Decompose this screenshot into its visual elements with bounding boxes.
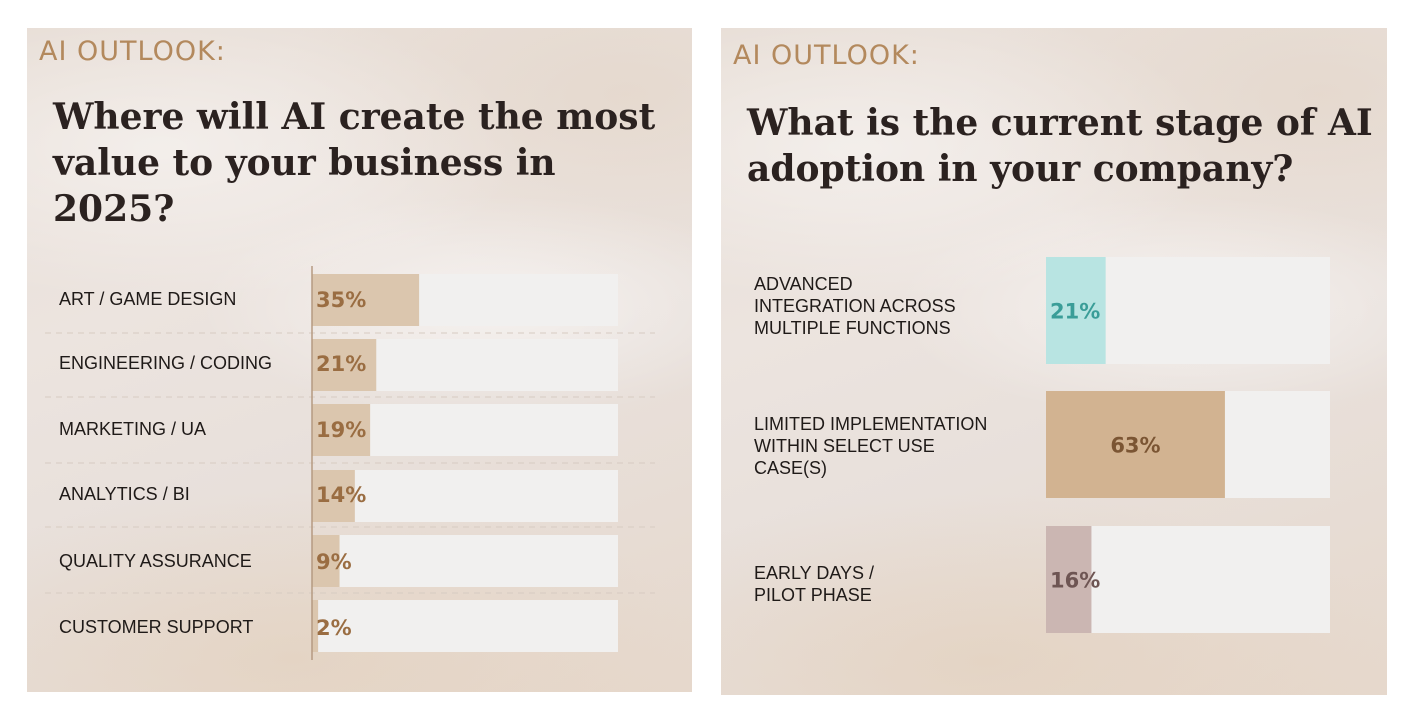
category-label: ADVANCED	[754, 274, 853, 294]
category-label: INTEGRATION ACROSS	[754, 296, 956, 316]
category-label: ENGINEERING / CODING	[59, 353, 272, 373]
left-survey-panel: AI OUTLOOK: Where will AI create the mos…	[27, 28, 692, 692]
right-kicker: AI OUTLOOK:	[733, 40, 920, 71]
left-question: Where will AI create the most value to y…	[53, 94, 683, 232]
value-label: 14%	[316, 483, 366, 507]
right-question: What is the current stage of AI adoption…	[747, 100, 1377, 192]
value-by-area-chart: ART / GAME DESIGN 35% ENGINEERING / CODING…	[45, 266, 655, 660]
bar	[1046, 526, 1092, 633]
category-label: ART / GAME DESIGN	[59, 289, 236, 309]
bar-track	[312, 600, 618, 652]
category-label: CASE(S)	[754, 458, 827, 478]
category-label: WITHIN SELECT USE	[754, 436, 935, 456]
bar	[312, 470, 355, 522]
category-label: CUSTOMER SUPPORT	[59, 617, 253, 637]
value-label: 63%	[1110, 434, 1160, 458]
category-label: MULTIPLE FUNCTIONS	[754, 318, 951, 338]
value-label: 35%	[316, 288, 366, 312]
value-label: 16%	[1050, 569, 1100, 593]
value-label: 21%	[316, 352, 366, 376]
value-label: 9%	[316, 550, 352, 574]
bar-track	[312, 535, 618, 587]
category-label: LIMITED IMPLEMENTATION	[754, 414, 987, 434]
bar-track	[312, 470, 618, 522]
bar	[312, 404, 371, 456]
category-label: PILOT PHASE	[754, 585, 872, 605]
bar-track	[1046, 526, 1330, 633]
value-label: 21%	[1050, 300, 1100, 324]
right-survey-panel: AI OUTLOOK: What is the current stage of…	[721, 28, 1387, 695]
value-label: 2%	[316, 616, 352, 640]
left-kicker: AI OUTLOOK:	[39, 36, 226, 67]
bar	[312, 339, 377, 391]
bar	[1046, 391, 1225, 498]
category-label: QUALITY ASSURANCE	[59, 551, 252, 571]
right-question-line: adoption in your company?	[747, 148, 1294, 190]
bar	[312, 535, 340, 587]
bar	[312, 274, 420, 326]
category-label: EARLY DAYS /	[754, 563, 874, 583]
category-label: MARKETING / UA	[59, 419, 206, 439]
bar	[1046, 257, 1106, 364]
category-label: ANALYTICS / BI	[59, 484, 190, 504]
left-question-line: value to your business in 2025?	[53, 142, 556, 230]
left-question-line: Where will AI create the most	[53, 96, 656, 138]
right-question-line: What is the current stage of AI	[747, 102, 1373, 144]
bar	[312, 600, 319, 652]
value-label: 19%	[316, 418, 366, 442]
